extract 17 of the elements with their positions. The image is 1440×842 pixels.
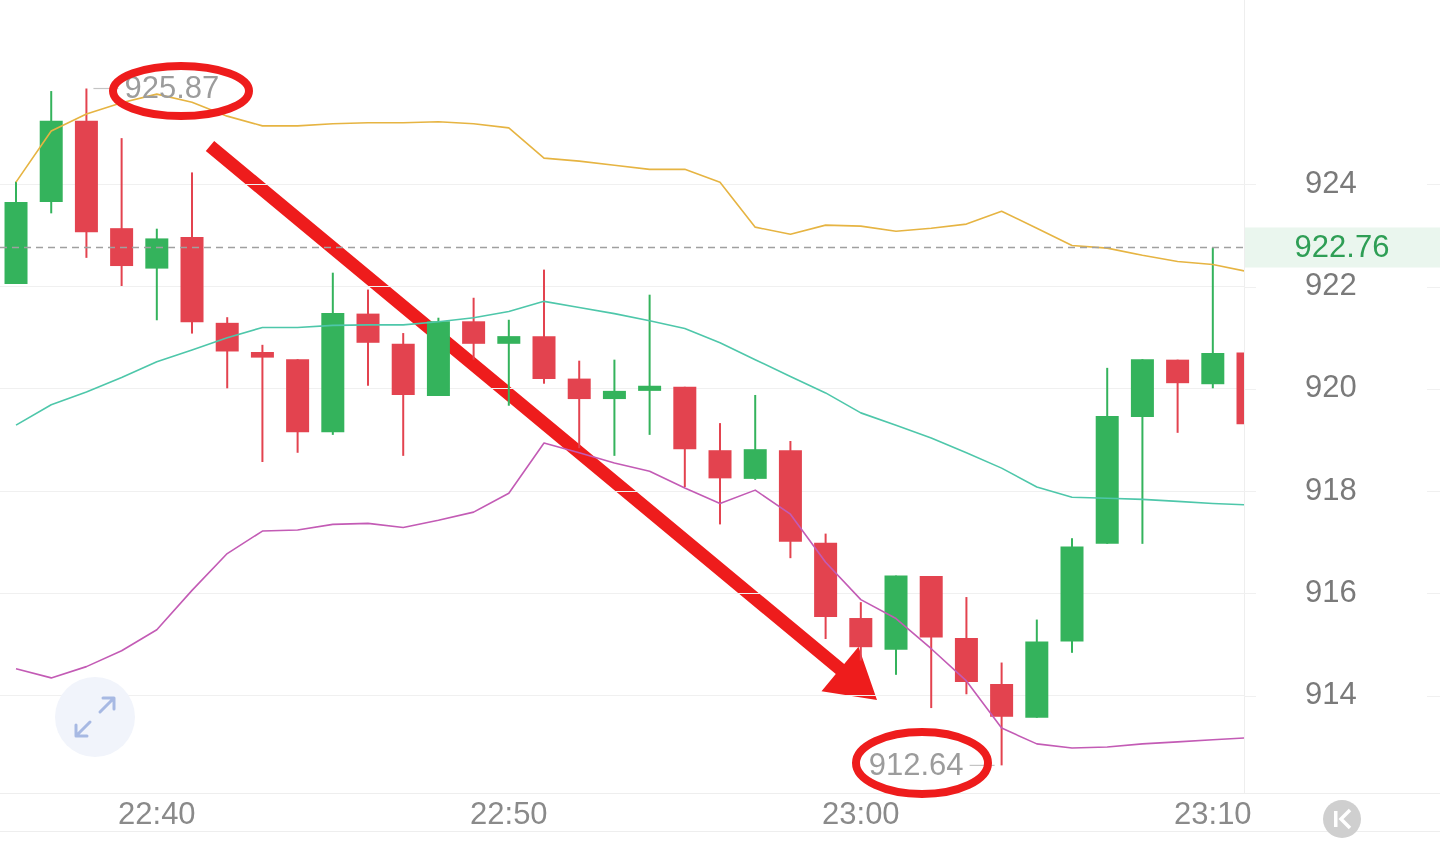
y-tick-label: 922 xyxy=(1304,267,1357,303)
x-tick-label: 23:10 xyxy=(1174,796,1252,832)
ref-line-label: 922.76 xyxy=(1294,229,1390,265)
y-tick-label: 920 xyxy=(1304,369,1357,405)
y-tick-label: 924 xyxy=(1304,164,1357,200)
candlestick xyxy=(497,319,521,406)
annotation: 912.64 xyxy=(868,746,964,782)
x-tick-label: 22:40 xyxy=(118,796,196,832)
y-tick-label: 916 xyxy=(1304,574,1357,610)
candlestick xyxy=(602,359,626,456)
x-tick-label: 23:00 xyxy=(822,796,900,832)
x-tick-label: 22:50 xyxy=(470,796,548,832)
candlestick xyxy=(638,294,662,435)
annotation: 925.87 xyxy=(124,70,220,106)
y-tick-label: 918 xyxy=(1304,471,1357,507)
candlestick xyxy=(250,344,274,462)
y-tick-label: 914 xyxy=(1304,676,1357,712)
